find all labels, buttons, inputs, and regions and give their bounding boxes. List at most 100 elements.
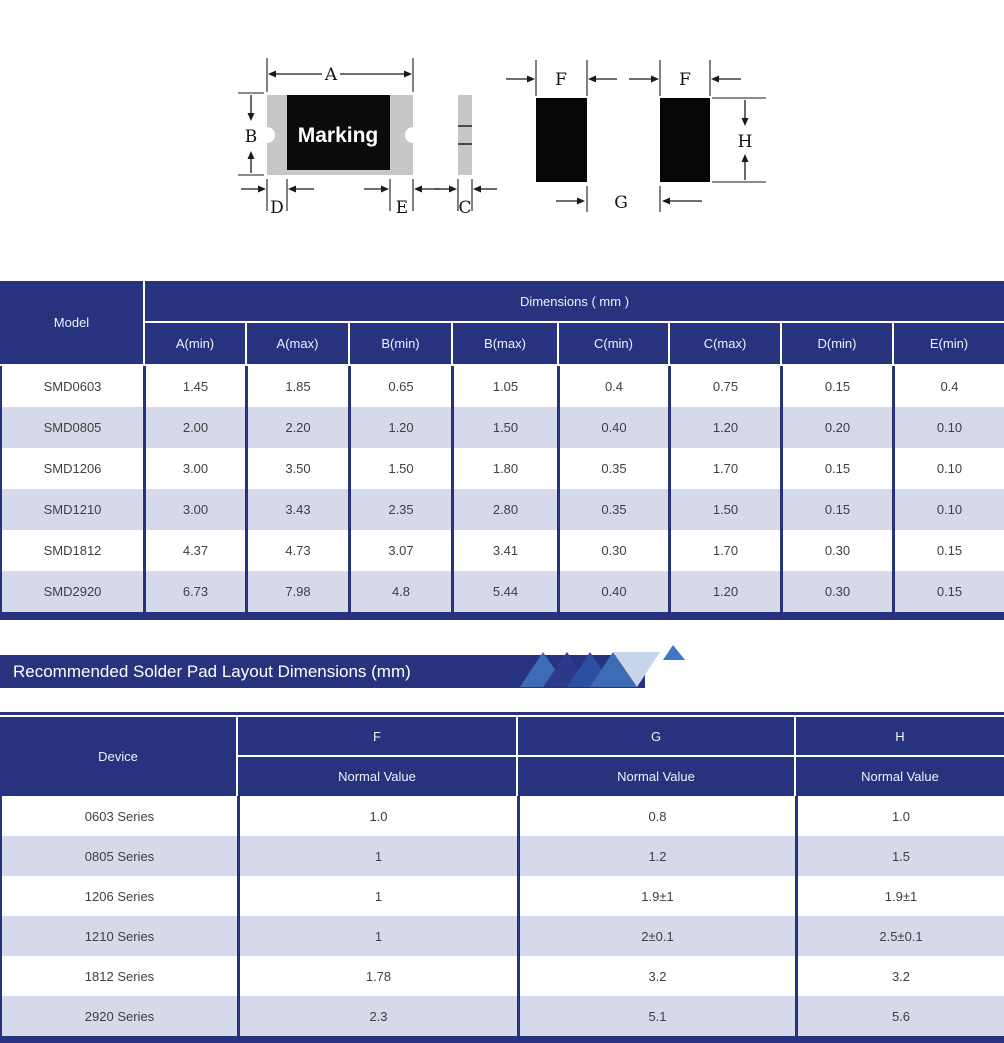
value-cell: 0.10	[892, 407, 1004, 448]
dim-label-d: D	[270, 198, 284, 218]
value-cell: 1	[237, 916, 517, 956]
value-cell: 7.98	[245, 571, 348, 612]
model-cell: SMD0805	[43, 420, 102, 435]
column-header: B(min)	[350, 323, 451, 364]
value-cell: 2±0.1	[517, 916, 795, 956]
value-cell: 3.2	[795, 956, 1004, 996]
value-cell: 3.50	[245, 448, 348, 489]
arrow-left-icon	[473, 185, 481, 193]
arrow-left-icon	[414, 185, 422, 193]
value-cell: 1.2	[517, 836, 795, 876]
arrow-up-icon	[247, 151, 255, 159]
solder-pad-table-body: 0603 Series 1.0 0.8 1.0 0805 Series 1 1.…	[0, 796, 1004, 1036]
arrow-right-icon	[527, 75, 535, 83]
value-cell: 5.44	[451, 571, 557, 612]
subcolumn-header: Normal Value	[796, 757, 1004, 796]
dim-label-a: A	[324, 65, 338, 85]
left-notch	[259, 127, 275, 143]
solder-pad-layout-view: F F H G	[506, 60, 766, 213]
value-cell: 1.0	[237, 796, 517, 836]
value-cell: 0.40	[557, 571, 668, 612]
value-cell: 1.85	[245, 366, 348, 407]
value-cell: 3.00	[143, 489, 245, 530]
dim-label-c: C	[458, 198, 471, 218]
model-cell: SMD0603	[43, 379, 102, 394]
value-cell: 1.20	[668, 571, 780, 612]
arrow-right-icon	[651, 75, 659, 83]
solder-pad-left	[536, 98, 587, 182]
arrow-left-icon	[268, 70, 276, 78]
table-row: SMD1206 3.00 3.50 1.50 1.80 0.35 1.70 0.…	[2, 448, 1004, 489]
value-cell: 3.2	[517, 956, 795, 996]
table-bottom-border	[0, 612, 1004, 620]
component-side-view: C	[434, 95, 497, 218]
marking-label: Marking	[298, 124, 379, 147]
table-row: 1206 Series 1 1.9±1 1.9±1	[2, 876, 1004, 916]
column-header: C(max)	[670, 323, 780, 364]
device-cell: 1210 Series	[84, 928, 155, 944]
value-cell: 1.80	[451, 448, 557, 489]
value-cell: 1.20	[348, 407, 451, 448]
value-cell: 1	[237, 836, 517, 876]
device-cell: 0805 Series	[84, 848, 155, 864]
device-cell: 1206 Series	[84, 888, 155, 904]
value-cell: 0.10	[892, 489, 1004, 530]
value-cell: 0.20	[780, 407, 892, 448]
value-cell: 1.70	[668, 448, 780, 489]
table-top-border	[0, 712, 1004, 715]
value-cell: 5.1	[517, 996, 795, 1036]
value-cell: 0.35	[557, 448, 668, 489]
value-cell: 3.43	[245, 489, 348, 530]
value-cell: 1.05	[451, 366, 557, 407]
dimensions-table-header: Model Dimensions ( mm ) A(min) A(max) B(…	[0, 281, 1004, 364]
value-cell: 0.40	[557, 407, 668, 448]
value-cell: 0.15	[892, 530, 1004, 571]
value-cell: 0.30	[780, 571, 892, 612]
arrow-right-icon	[258, 185, 266, 193]
component-body	[287, 95, 390, 170]
dim-label-f-left: F	[555, 70, 567, 90]
arrow-left-icon	[288, 185, 296, 193]
column-header: E(min)	[894, 323, 1004, 364]
value-cell: 0.30	[780, 530, 892, 571]
device-cell: 2920 Series	[84, 1008, 155, 1024]
model-cell: SMD1206	[43, 461, 102, 476]
subcolumn-header: Normal Value	[518, 757, 794, 796]
value-cell: 0.65	[348, 366, 451, 407]
solder-pad-table: Device F G H Normal Value Normal Value N…	[0, 712, 1004, 1043]
table-row: 2920 Series 2.3 5.1 5.6	[2, 996, 1004, 1036]
arrow-right-icon	[449, 185, 457, 193]
table-row: 0603 Series 1.0 0.8 1.0	[2, 796, 1004, 836]
table-row: 0805 Series 1 1.2 1.5	[2, 836, 1004, 876]
value-cell: 1.45	[143, 366, 245, 407]
table-row: 1812 Series 1.78 3.2 3.2	[2, 956, 1004, 996]
column-header: H	[796, 717, 1004, 755]
package-dimension-diagram: A Marking B D	[238, 58, 766, 218]
table-bottom-border	[0, 1036, 1004, 1043]
dim-label-g: G	[614, 193, 628, 213]
arrow-left-icon	[662, 197, 670, 205]
value-cell: 0.4	[892, 366, 1004, 407]
dimensions-group-header: Dimensions ( mm )	[145, 281, 1004, 321]
table-row: 1210 Series 1 2±0.1 2.5±0.1	[2, 916, 1004, 956]
arrow-left-icon	[711, 75, 719, 83]
column-header: B(max)	[453, 323, 557, 364]
column-header: C(min)	[559, 323, 668, 364]
side-profile	[458, 95, 472, 175]
model-column-header: Model	[0, 281, 143, 364]
value-cell: 1.50	[451, 407, 557, 448]
dim-label-f-right: F	[679, 70, 691, 90]
model-cell: SMD2920	[43, 584, 102, 599]
value-cell: 1.50	[348, 448, 451, 489]
arrow-right-icon	[404, 70, 412, 78]
value-cell: 0.35	[557, 489, 668, 530]
value-cell: 1.9±1	[795, 876, 1004, 916]
value-cell: 1.50	[668, 489, 780, 530]
value-cell: 2.35	[348, 489, 451, 530]
arrow-left-icon	[588, 75, 596, 83]
column-header: D(min)	[782, 323, 892, 364]
value-cell: 2.80	[451, 489, 557, 530]
triangle-decoration	[520, 645, 685, 687]
value-cell: 1.5	[795, 836, 1004, 876]
